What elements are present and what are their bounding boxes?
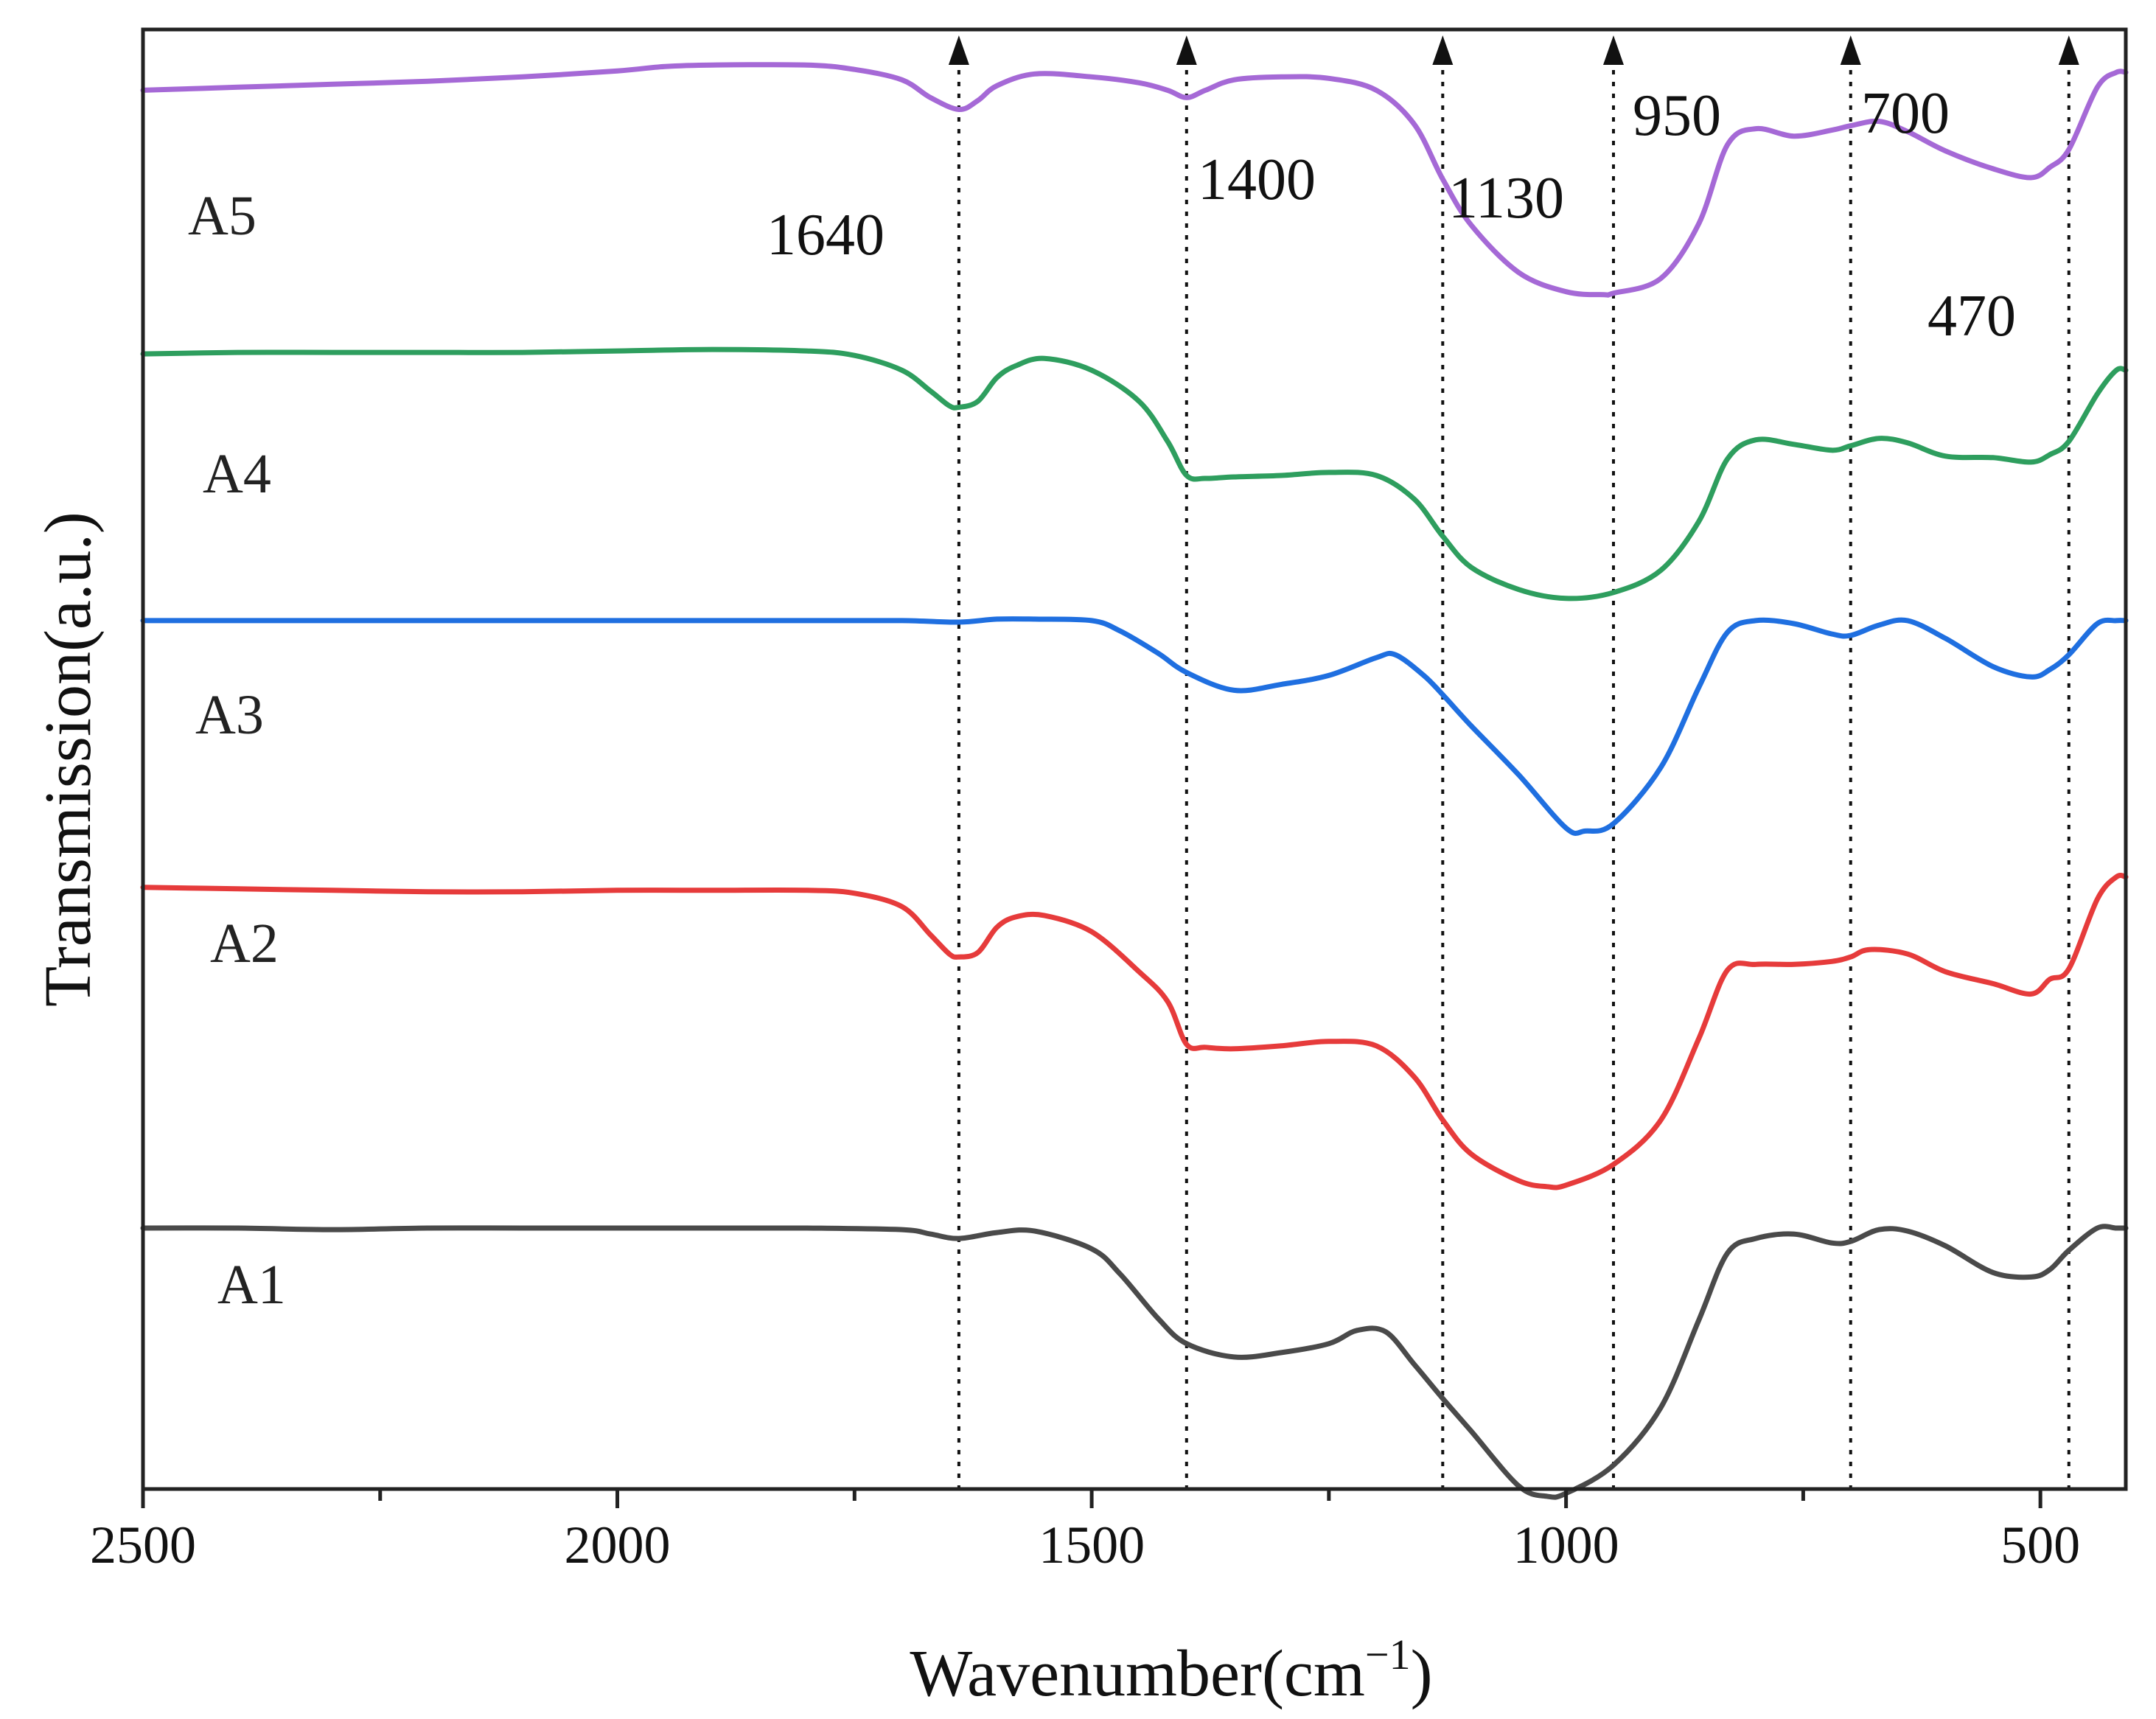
series-label-a2: A2 <box>210 913 279 974</box>
x-axis-ticks: 2500 2000 1500 1000 500 <box>90 1489 2080 1575</box>
series-label-a4: A4 <box>203 443 271 505</box>
peak-label-950: 950 <box>1633 83 1721 148</box>
x-tick-label-500: 500 <box>2000 1516 2080 1575</box>
x-axis-title: Wavenumber(cm−1) <box>910 1631 1432 1710</box>
peak-label-700: 700 <box>1861 81 1950 146</box>
marker-arrow-1640 <box>948 35 969 65</box>
series-line-a2 <box>140 873 2129 1190</box>
series-line-a3 <box>140 616 2129 837</box>
series-label-a3: A3 <box>195 684 264 746</box>
peak-label-1130: 1130 <box>1448 166 1564 231</box>
x-tick-label-2500: 2500 <box>90 1516 196 1575</box>
axes <box>141 27 2128 1491</box>
peak-label-1640: 1640 <box>767 203 885 268</box>
series-label-a5: A5 <box>188 185 257 247</box>
peak-markers <box>948 35 2079 1489</box>
x-tick-label-2000: 2000 <box>565 1516 671 1575</box>
series-line-a1 <box>140 1224 2129 1500</box>
peak-label-1400: 1400 <box>1198 147 1316 212</box>
series-line-a5 <box>140 62 2129 298</box>
series-line-a4 <box>140 346 2129 602</box>
series-lines <box>140 62 2129 1500</box>
marker-arrow-1400 <box>1176 35 1197 65</box>
series-labels: A5 A4 A3 A2 A1 1640 1400 1130 950 700 470 <box>188 81 2016 1316</box>
marker-arrow-470 <box>2058 35 2079 65</box>
marker-arrow-1130 <box>1432 35 1454 65</box>
x-tick-label-1500: 1500 <box>1039 1516 1145 1575</box>
y-axis-title: Transmission(a.u.) <box>32 512 105 1007</box>
marker-arrow-700 <box>1840 35 1861 65</box>
x-tick-label-1000: 1000 <box>1513 1516 1619 1575</box>
plot-frame <box>141 27 2128 1491</box>
marker-arrow-950 <box>1602 35 1624 65</box>
series-label-a1: A1 <box>217 1254 286 1316</box>
peak-label-470: 470 <box>1928 284 2016 349</box>
